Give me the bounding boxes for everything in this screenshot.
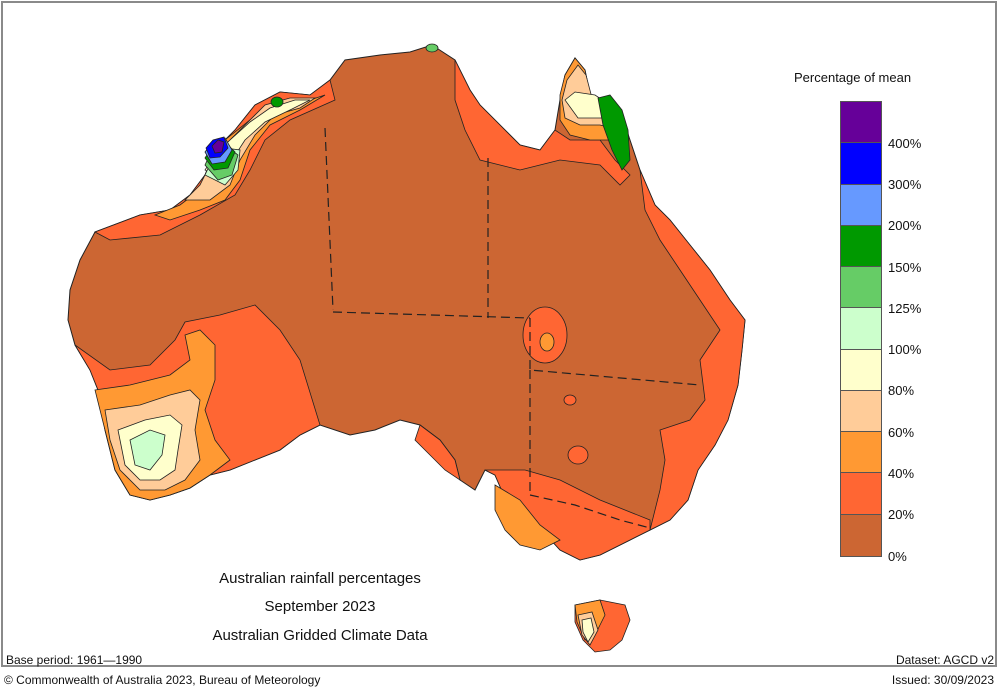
legend-label: 300%	[888, 177, 922, 192]
copyright: © Commonwealth of Australia 2023, Bureau…	[4, 673, 321, 687]
legend-label: 200%	[888, 218, 922, 233]
legend-swatch-100-125	[841, 308, 881, 350]
legend-label: 0%	[888, 549, 907, 564]
legend-label: 20%	[888, 507, 915, 522]
band-20-40-spot	[563, 394, 577, 406]
legend-swatch-40-60	[841, 432, 881, 474]
band-100-125-southwest	[129, 429, 166, 471]
legend-title: Percentage of mean	[794, 70, 912, 85]
issued-date: Issued: 30/09/2023	[891, 673, 994, 687]
legend-label: 100%	[888, 342, 922, 357]
legend-swatch-300-400	[841, 143, 881, 185]
band-150-200-kimberley-spot	[270, 96, 284, 108]
band-20-40-east-coast	[639, 169, 746, 531]
tasmania	[574, 599, 631, 653]
legend-label: 150%	[888, 260, 922, 275]
legend-swatch-60-80	[841, 390, 881, 432]
map-title: Australian rainfall percentages	[219, 570, 421, 587]
legend-swatch-200-300	[841, 184, 881, 226]
state-borders	[324, 127, 701, 529]
dataset-label: Dataset: AGCD v2	[895, 653, 994, 667]
band-20-40-gulf	[454, 59, 631, 186]
legend-label: 125%	[888, 301, 922, 316]
legend-swatch-125-150	[841, 267, 881, 309]
legend-swatch-150-200	[841, 225, 881, 267]
legend-color-bar	[840, 101, 882, 557]
legend-label: 400%	[888, 136, 922, 151]
legend-swatch-20-40	[841, 473, 881, 515]
legend-swatch-over-400	[841, 102, 881, 144]
band-20-40-sa-gulfs	[414, 424, 461, 481]
legend-label: 60%	[888, 425, 915, 440]
legend-swatch-0-20	[841, 514, 881, 556]
legend-label: 80%	[888, 383, 915, 398]
band-40-60-southeast-coast	[494, 484, 561, 551]
map-subtitle-dataset: Australian Gridded Climate Data	[212, 627, 428, 644]
legend-label: 40%	[888, 466, 915, 481]
band-40-60-central-blob	[539, 332, 555, 352]
base-period: Base period: 1961—1990	[6, 653, 143, 667]
band-20-40-spot	[567, 445, 589, 465]
band-125-150-top-end	[425, 43, 439, 53]
legend-swatch-80-100	[841, 349, 881, 391]
band-150-200-northeast-qld	[597, 94, 631, 171]
map-subtitle-period: September 2023	[264, 598, 376, 615]
band-over-400-kimberley	[211, 139, 225, 154]
